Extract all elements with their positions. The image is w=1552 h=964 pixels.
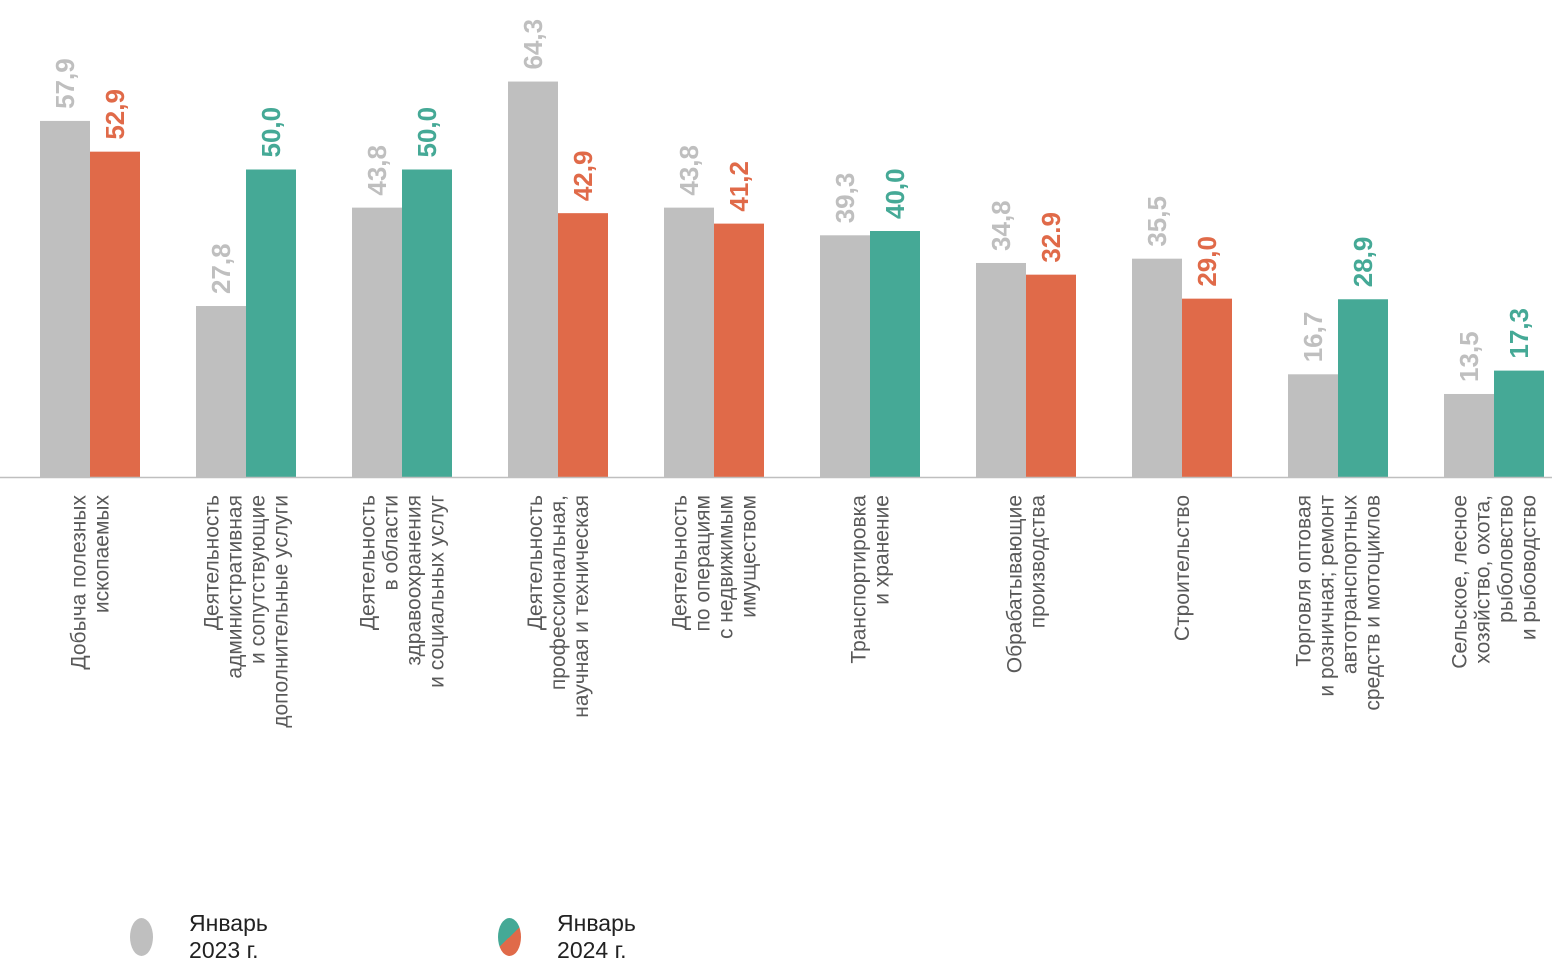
- bar-2023-1: [196, 306, 246, 477]
- category-label-line: дополнительные услуги: [270, 495, 293, 728]
- bar-2024-3: [558, 213, 608, 478]
- category-label-2: Деятельностьв областиздравоохраненияи со…: [357, 495, 449, 688]
- bar-2023-7: [1132, 258, 1182, 477]
- value-label-2023-5: 39,3: [830, 173, 860, 224]
- bar-2023-2: [352, 207, 402, 477]
- bar-2023-4: [664, 207, 714, 477]
- bar-2023-9: [1444, 393, 1494, 477]
- value-label-2023-1: 27,8: [206, 243, 236, 294]
- bar-2023-8: [1288, 374, 1338, 477]
- category-label-line: Деятельность: [201, 495, 224, 630]
- category-label-line: Строительство: [1171, 495, 1194, 641]
- value-label-2024-2: 50,0: [412, 107, 442, 158]
- value-label-2023-9: 13,5: [1454, 331, 1484, 382]
- value-label-2024-9: 17,3: [1504, 308, 1534, 359]
- category-label-line: рыболовство: [1495, 495, 1518, 623]
- value-label-2023-6: 34,8: [986, 200, 1016, 251]
- bar-2024-6: [1026, 274, 1076, 477]
- category-label-line: производства: [1027, 495, 1050, 629]
- legend-item-2023: Январь 2023 г.: [130, 910, 283, 964]
- category-label-line: Деятельность: [357, 495, 380, 630]
- category-label-9: Сельское, лесноехозяйство, охота,рыболов…: [1449, 495, 1541, 669]
- bar-2023-0: [40, 120, 90, 477]
- value-label-2023-7: 35,5: [1142, 196, 1172, 247]
- bar-2024-0: [90, 151, 140, 478]
- category-label-line: по операциям: [692, 495, 715, 632]
- category-label-line: имуществом: [738, 495, 761, 618]
- category-label-line: и розничная; ремонт: [1316, 495, 1339, 697]
- category-label-3: Деятельностьпрофессиональная,научная и т…: [524, 495, 593, 718]
- category-label-line: и сопутствующие: [247, 495, 270, 664]
- value-label-2024-5: 40,0: [880, 168, 910, 219]
- bar-2024-1: [246, 169, 296, 477]
- value-label-2024-6: 32.9: [1036, 212, 1066, 263]
- category-label-line: ископаемых: [91, 495, 114, 614]
- category-label-line: Добыча полезных: [68, 495, 91, 670]
- bar-2024-5: [870, 231, 920, 477]
- value-label-2024-4: 41,2: [724, 161, 754, 212]
- value-label-2023-2: 43,8: [362, 145, 392, 196]
- category-label-line: и социальных услуг: [426, 495, 449, 688]
- value-label-2023-4: 43,8: [674, 145, 704, 196]
- category-label-line: научная и техническая: [570, 495, 593, 718]
- category-label-line: здравоохранения: [403, 495, 426, 666]
- bar-2024-7: [1182, 298, 1232, 477]
- value-label-2024-0: 52,9: [100, 89, 130, 140]
- value-label-2024-3: 42,9: [568, 151, 598, 202]
- bar-2024-8: [1338, 299, 1388, 477]
- category-label-line: и хранение: [871, 495, 894, 605]
- category-label-line: Обрабатывающие: [1004, 495, 1027, 673]
- bar-2024-2: [402, 169, 452, 477]
- category-label-line: профессиональная,: [547, 495, 570, 690]
- legend-label-2023: Январь 2023 г.: [189, 910, 268, 963]
- legend-swatch-2023: [130, 918, 154, 956]
- value-label-2024-1: 50,0: [256, 107, 286, 158]
- bar-2023-6: [976, 262, 1026, 477]
- bar-chart: 57,9 52,9 Добыча полезныхископаемых 27,8 50,…: [0, 19, 1552, 728]
- value-label-2023-8: 16,7: [1298, 312, 1328, 363]
- legend-swatch-2024: [498, 918, 522, 956]
- legend-item-2024: Январь 2024 г.: [498, 910, 651, 964]
- category-label-line: Сельское, лесное: [1449, 495, 1472, 669]
- category-label-8: Торговля оптоваяи розничная; ремонтавтот…: [1293, 495, 1385, 711]
- category-label-line: Торговля оптовая: [1293, 495, 1316, 667]
- category-label-0: Добыча полезныхископаемых: [68, 495, 114, 670]
- category-label-line: хозяйство, охота,: [1472, 495, 1495, 664]
- category-label-6: Обрабатывающиепроизводства: [1004, 495, 1050, 674]
- category-label-line: Деятельность: [669, 495, 692, 630]
- category-label-5: Транспортировкаи хранение: [848, 495, 894, 664]
- bar-2023-5: [820, 235, 870, 477]
- bar-2023-3: [508, 81, 558, 478]
- bar-2024-9: [1494, 370, 1544, 477]
- category-label-line: Деятельность: [524, 495, 547, 630]
- legend-label-2024: Январь 2024 г.: [557, 910, 636, 963]
- category-label-4: Деятельностьпо операциямс недвижимымимущ…: [669, 495, 761, 639]
- category-label-line: административная: [224, 495, 247, 679]
- category-label-7: Строительство: [1171, 495, 1194, 641]
- value-label-2024-8: 28,9: [1348, 237, 1378, 288]
- category-label-line: и рыбоводство: [1518, 495, 1541, 640]
- category-label-1: Деятельностьадминистративнаяи сопутствую…: [201, 495, 293, 728]
- value-label-2023-0: 57,9: [50, 58, 80, 109]
- bar-2024-4: [714, 223, 764, 477]
- category-label-line: средств и мотоциклов: [1362, 495, 1385, 711]
- value-label-2024-7: 29,0: [1192, 236, 1222, 287]
- category-label-line: с недвижимым: [715, 495, 738, 639]
- category-label-line: в области: [380, 495, 403, 591]
- value-label-2023-3: 64,3: [518, 19, 548, 70]
- category-label-line: Транспортировка: [848, 495, 871, 664]
- category-label-line: автотранспортных: [1339, 495, 1362, 675]
